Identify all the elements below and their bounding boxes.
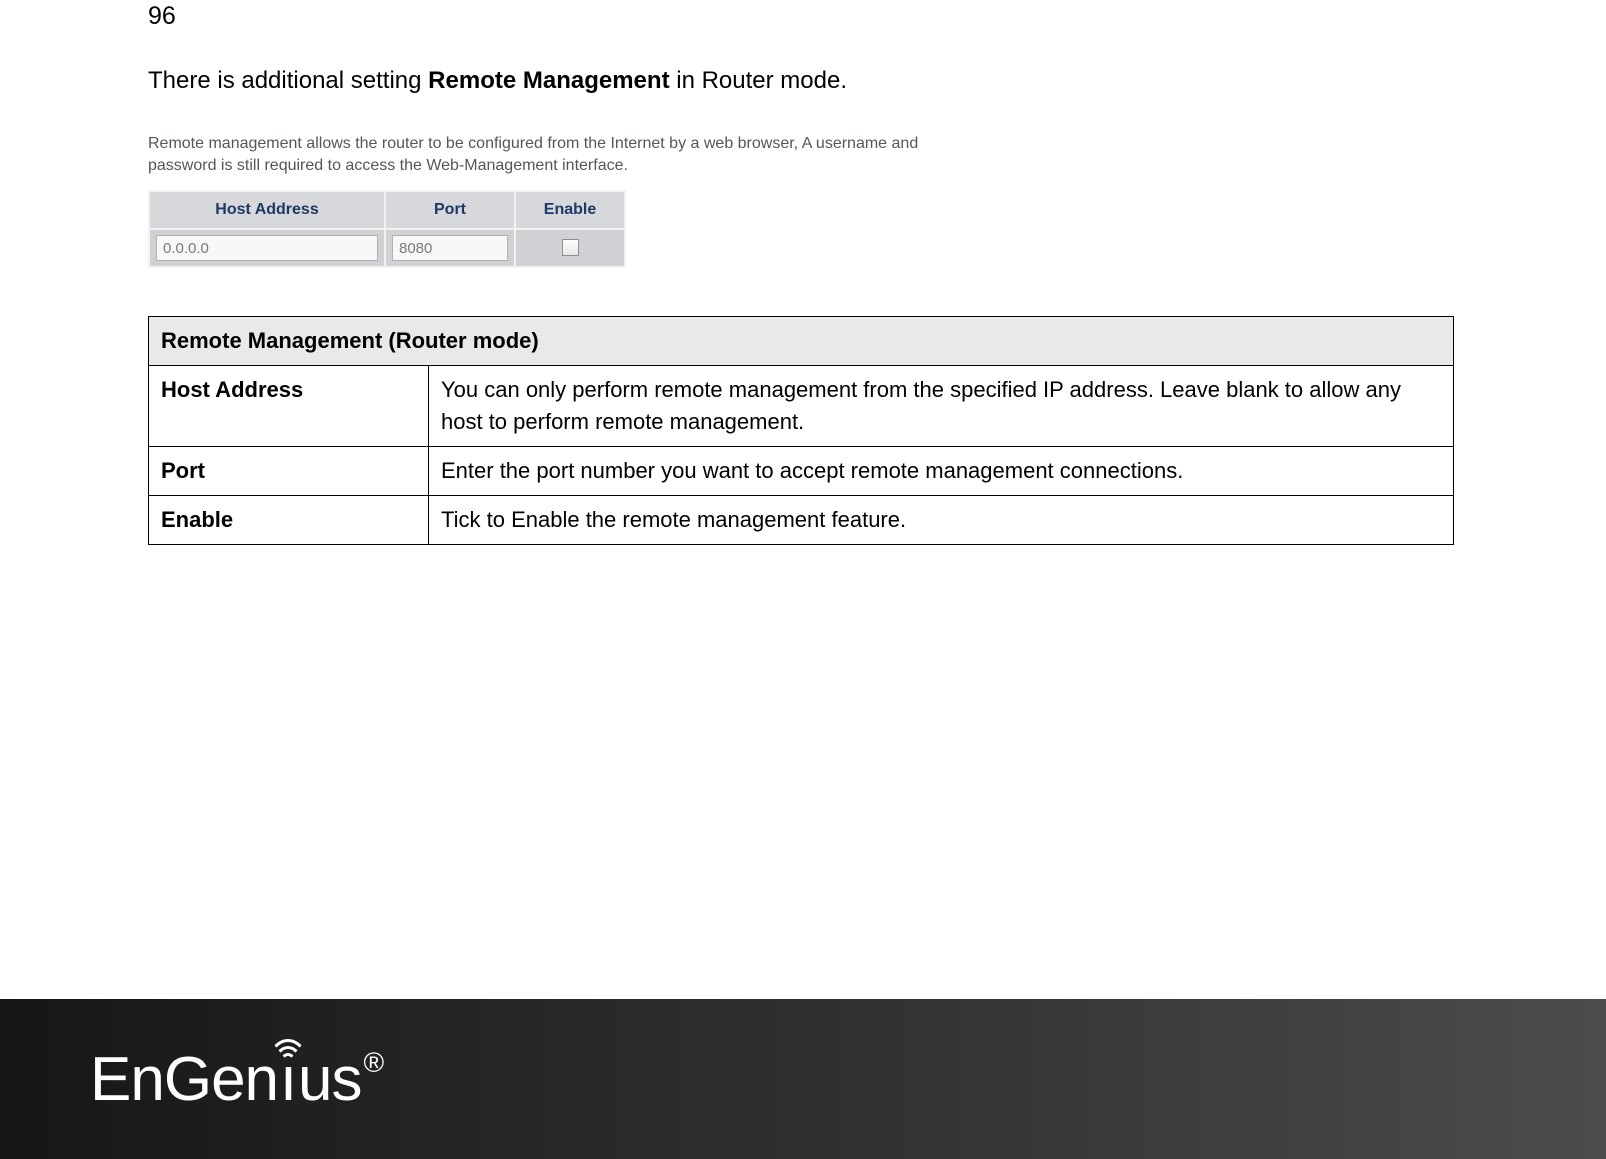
page-number: 96 [148, 2, 1458, 31]
ui-cell-host [149, 229, 385, 267]
footer: EnGenıus® [0, 999, 1606, 1159]
wifi-icon [266, 1029, 310, 1063]
host-address-input[interactable] [156, 235, 378, 261]
intro-text: There is additional setting Remote Manag… [148, 67, 1458, 95]
ui-cell-enable [515, 229, 625, 267]
ui-header-enable: Enable [515, 191, 625, 229]
engenius-logo: EnGenıus® [90, 1044, 381, 1115]
ui-header-port: Port [385, 191, 515, 229]
table-row: Host Address You can only perform remote… [149, 366, 1454, 447]
desc-val: Enter the port number you want to accept… [429, 446, 1454, 495]
enable-checkbox[interactable] [562, 239, 579, 256]
port-input[interactable] [392, 235, 508, 261]
desc-key: Port [149, 446, 429, 495]
intro-pre: There is additional setting [148, 67, 428, 94]
desc-key: Enable [149, 495, 429, 544]
desc-val: You can only perform remote management f… [429, 366, 1454, 447]
description-table: Remote Management (Router mode) Host Add… [148, 316, 1454, 544]
ui-cell-port [385, 229, 515, 267]
intro-bold: Remote Management [428, 67, 669, 94]
table-row: Enable Tick to Enable the remote managem… [149, 495, 1454, 544]
intro-post: in Router mode. [670, 67, 847, 94]
content-area: 96 There is additional setting Remote Ma… [148, 0, 1458, 545]
table-row: Port Enter the port number you want to a… [149, 446, 1454, 495]
page: 96 There is additional setting Remote Ma… [0, 0, 1606, 1159]
remote-mgmt-ui: Remote management allows the router to b… [148, 133, 948, 268]
ui-header-host: Host Address [149, 191, 385, 229]
desc-val: Tick to Enable the remote management fea… [429, 495, 1454, 544]
registered-mark: ® [364, 1047, 384, 1079]
desc-key: Host Address [149, 366, 429, 447]
desc-title: Remote Management (Router mode) [149, 317, 1454, 366]
ui-table: Host Address Port Enable [148, 190, 626, 268]
ui-help-text: Remote management allows the router to b… [148, 133, 948, 176]
